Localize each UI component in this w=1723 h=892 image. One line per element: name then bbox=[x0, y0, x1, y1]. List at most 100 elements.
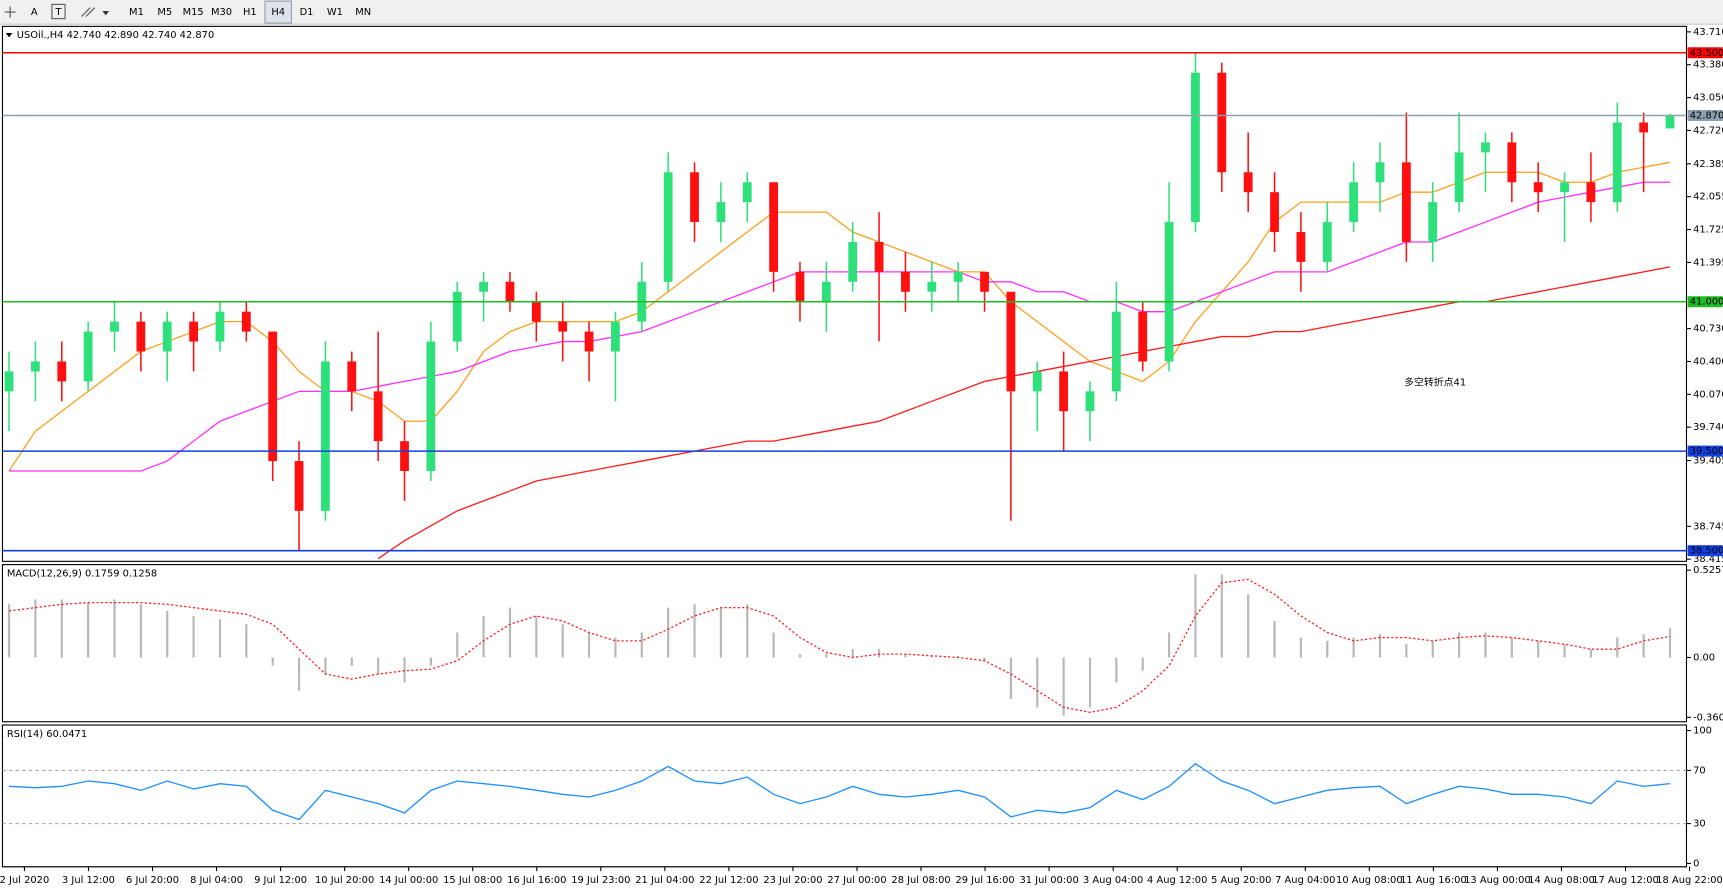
candle-body bbox=[1349, 182, 1359, 223]
timeframe-button[interactable]: M1 bbox=[129, 7, 144, 18]
x-tick-label: 8 Jul 04:00 bbox=[190, 875, 243, 886]
candle-body bbox=[769, 182, 779, 272]
y-tick-label: 40.400 bbox=[1693, 356, 1723, 367]
x-tick-label: 7 Aug 04:00 bbox=[1275, 875, 1335, 886]
y-tick-label: 100 bbox=[1693, 726, 1712, 737]
candle-body bbox=[953, 271, 963, 282]
timeframe-button[interactable]: H1 bbox=[243, 7, 257, 18]
y-tick-label: 70 bbox=[1693, 765, 1706, 776]
candle-body bbox=[1612, 122, 1622, 203]
x-tick-label: 16 Jul 16:00 bbox=[507, 875, 566, 886]
annotation: 多空转折点41 bbox=[1404, 375, 1466, 388]
y-tick-label: 43.710 bbox=[1693, 27, 1723, 38]
candle-body bbox=[690, 172, 699, 223]
candle-body bbox=[1481, 142, 1490, 153]
x-tick-label: 15 Jul 08:00 bbox=[443, 875, 502, 886]
candle-body bbox=[901, 271, 910, 292]
timeframe-button[interactable]: W1 bbox=[327, 7, 343, 18]
x-tick-label: 28 Jul 08:00 bbox=[891, 875, 950, 886]
candle-body bbox=[426, 341, 436, 472]
timeframe-button[interactable]: D1 bbox=[300, 7, 314, 18]
candle-body bbox=[1111, 311, 1121, 392]
candle-body bbox=[1507, 142, 1517, 183]
timeframe-button[interactable]: M30 bbox=[211, 7, 232, 18]
candle-body bbox=[1191, 72, 1200, 223]
candle-body bbox=[821, 281, 831, 302]
x-tick-label: 14 Aug 08:00 bbox=[1528, 875, 1595, 886]
x-tick-label: 10 Jul 20:00 bbox=[315, 875, 374, 886]
price-level-tag bbox=[1687, 296, 1723, 308]
y-tick-label: 42.385 bbox=[1693, 159, 1723, 170]
candle-body bbox=[505, 281, 515, 302]
y-tick-label: 0 bbox=[1693, 858, 1699, 869]
text-tool[interactable]: T bbox=[51, 3, 66, 20]
price-level-label: 41.000 bbox=[1690, 297, 1723, 308]
candle-body bbox=[110, 321, 119, 332]
price-level-tag bbox=[1687, 47, 1723, 59]
crosshair-tool[interactable] bbox=[4, 6, 16, 18]
candle-body bbox=[716, 202, 726, 223]
candle-body bbox=[1006, 291, 1016, 392]
x-tick-label: 2 Jul 2020 bbox=[0, 875, 49, 886]
timeframe-button[interactable]: H4 bbox=[271, 7, 285, 18]
candle-body bbox=[321, 361, 330, 511]
price-level-label: 39.500 bbox=[1690, 446, 1723, 457]
candle-body bbox=[1375, 162, 1385, 183]
y-tick-label: 38.415 bbox=[1693, 554, 1723, 565]
candle-body bbox=[215, 311, 225, 342]
x-tick-label: 13 Aug 00:00 bbox=[1464, 875, 1531, 886]
candle-body bbox=[241, 311, 251, 332]
candle-body bbox=[1243, 172, 1253, 193]
x-tick-label: 10 Aug 08:00 bbox=[1336, 875, 1403, 886]
candle-body bbox=[373, 391, 383, 442]
y-tick-label: 30 bbox=[1693, 819, 1706, 830]
panel-plot bbox=[2, 762, 1687, 825]
candle-body bbox=[189, 321, 198, 342]
candle-body bbox=[1296, 232, 1306, 262]
panel-title: MACD(12,26,9) 0.1759 0.1258 bbox=[7, 568, 157, 579]
candle-body bbox=[611, 321, 620, 352]
x-tick-label: 17 Aug 12:00 bbox=[1592, 875, 1659, 886]
x-tick-label: 14 Jul 00:00 bbox=[379, 875, 438, 886]
x-tick-label: 29 Jul 16:00 bbox=[955, 875, 1014, 886]
y-tick-label: 0.5257 bbox=[1693, 565, 1723, 576]
macd-signal bbox=[8, 578, 1671, 713]
candle-body bbox=[1270, 192, 1279, 233]
moving-average bbox=[8, 161, 1671, 472]
x-tick-label: 22 Jul 12:00 bbox=[699, 875, 758, 886]
candle-body bbox=[1560, 182, 1569, 193]
candle-body bbox=[1665, 115, 1675, 129]
panel-plot bbox=[7, 574, 1672, 716]
objects-tool[interactable] bbox=[81, 7, 110, 17]
panel-title: RSI(14) 60.0471 bbox=[7, 729, 87, 740]
legend-arrow bbox=[5, 32, 13, 38]
price-level-tag bbox=[1687, 445, 1723, 457]
candle-body bbox=[452, 291, 462, 342]
candle-body bbox=[4, 371, 14, 392]
x-tick-label: 4 Aug 12:00 bbox=[1147, 875, 1207, 886]
candle-body bbox=[162, 321, 172, 352]
panel-frame bbox=[1, 724, 1688, 868]
candle-body bbox=[1164, 222, 1174, 362]
tool-button[interactable]: A bbox=[31, 7, 38, 18]
timeframe-button[interactable]: M15 bbox=[183, 7, 204, 18]
candle-body bbox=[400, 441, 409, 472]
candle-body bbox=[1217, 72, 1227, 173]
candle-body bbox=[136, 321, 146, 352]
candle-body bbox=[1138, 311, 1148, 362]
candle-body bbox=[1032, 371, 1042, 392]
y-tick-label: 41.395 bbox=[1693, 257, 1723, 268]
panel-plot bbox=[2, 52, 1687, 560]
timeframe-active bbox=[264, 0, 292, 24]
y-tick-label: 42.720 bbox=[1693, 125, 1723, 136]
candle-body bbox=[874, 241, 884, 272]
x-tick-label: 3 Jul 12:00 bbox=[62, 875, 115, 886]
time-axis bbox=[0, 866, 1723, 892]
timeframe-button[interactable]: MN bbox=[355, 7, 371, 18]
candle-body bbox=[1428, 202, 1438, 242]
y-tick-label: 43.380 bbox=[1693, 60, 1723, 71]
timeframe-button[interactable]: M5 bbox=[157, 7, 172, 18]
moving-average bbox=[9, 181, 1671, 472]
x-tick-label: 27 Jul 00:00 bbox=[827, 875, 886, 886]
